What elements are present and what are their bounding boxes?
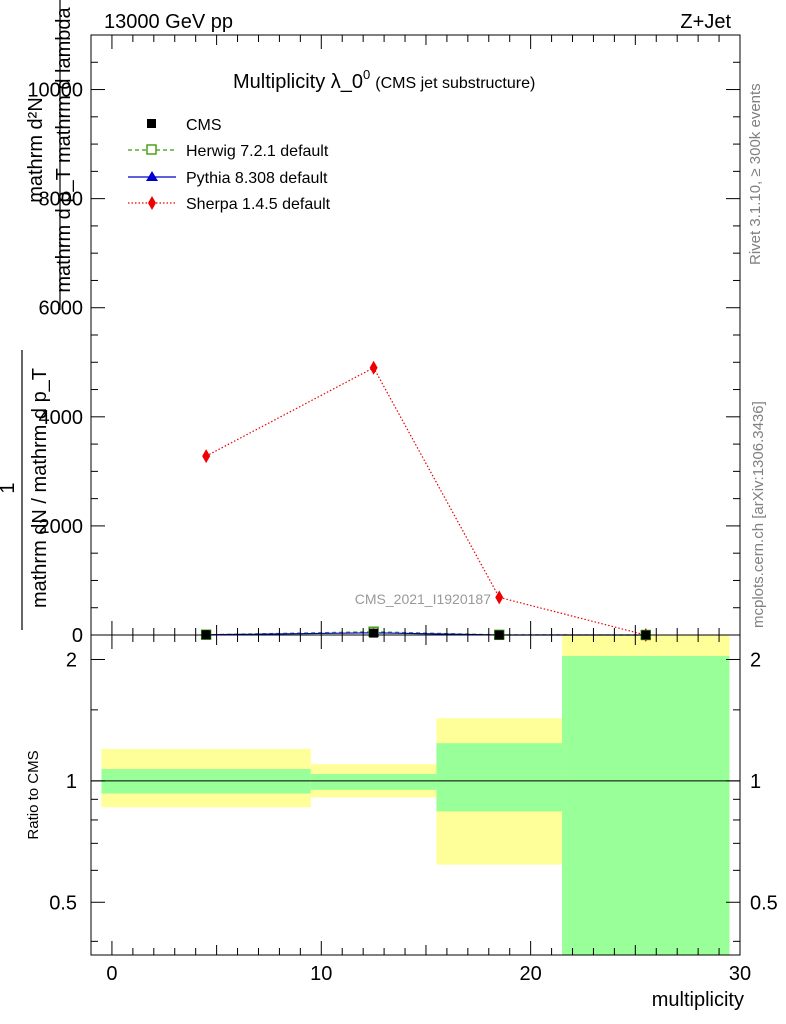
legend: CMS Herwig 7.2.1 default Pythia 8.308 de… xyxy=(128,117,331,213)
ratio-y-tick-label-2: 2 xyxy=(66,649,77,671)
ratio-band-inner-3 xyxy=(562,656,730,955)
ratio-band-inner-1 xyxy=(310,774,437,790)
legend-herwig-marker xyxy=(146,144,157,155)
mcplots-label: mcplots.cern.ch [arXiv:1306.3436] xyxy=(750,401,767,628)
ratio-band-inner-2 xyxy=(436,743,563,812)
x-tick-label-3: 30 xyxy=(729,963,751,985)
axes: 0 2000 4000 6000 8000 10000 0 10 20 30 0.5 0.5 1 1 2 2 xyxy=(27,35,778,985)
plot-title-sub: (CMS jet substructure) xyxy=(375,75,535,92)
ratio-y-tick-label-1: 1 xyxy=(66,771,77,793)
header-process: Z+Jet xyxy=(680,11,731,33)
legend-pythia-marker xyxy=(146,171,158,181)
legend-herwig-label: Herwig 7.2.1 default xyxy=(186,143,329,160)
y-label-numerator: mathrm d²N xyxy=(25,97,47,203)
legend-sherpa-label: Sherpa 1.4.5 default xyxy=(186,196,331,213)
legend-sherpa-marker xyxy=(148,196,156,210)
main-y-tick-label-1: 2000 xyxy=(39,516,84,538)
ratio-plot-frame xyxy=(90,634,741,956)
main-y-tick-label-4: 8000 xyxy=(39,189,84,211)
main-y-tick-label-0: 0 xyxy=(72,625,83,647)
analysis-watermark: CMS_2021_I1920187 xyxy=(355,591,491,607)
x-tick-label-2: 20 xyxy=(520,963,542,985)
header-energy: 13000 GeV pp xyxy=(104,11,233,33)
ratio-bands xyxy=(91,635,740,955)
main-y-axis-label: mathrm d²N mathrm d p_T mathrm d lambda … xyxy=(0,0,75,630)
plot-title: Multiplicity λ_00 (CMS jet substructure) xyxy=(233,67,535,93)
x-axis-label: multiplicity xyxy=(652,989,744,1011)
ratio-y-tick-label-0: 0.5 xyxy=(49,892,77,914)
ratio-y-tick-label-right-1: 1 xyxy=(750,771,761,793)
series-line-3 xyxy=(205,366,646,636)
main-y-tick-label-2: 4000 xyxy=(39,407,84,429)
rivet-label: Rivet 3.1.10, ≥ 300k events xyxy=(747,83,764,265)
x-tick-label-1: 10 xyxy=(310,963,332,985)
ratio-y-tick-label-right-2: 2 xyxy=(750,649,761,671)
series-3-point-1 xyxy=(369,360,378,375)
legend-cms-marker xyxy=(147,119,156,128)
y-label-numerator-sub: mathrm d p_T mathrm d lambda xyxy=(53,6,75,292)
y-label-denominator: mathrm dN / mathrm d p_T xyxy=(29,368,51,608)
legend-cms-label: CMS xyxy=(186,117,222,134)
series-3-point-0 xyxy=(202,449,211,464)
main-y-tick-label-5: 10000 xyxy=(27,80,83,102)
legend-pythia-label: Pythia 8.308 default xyxy=(186,170,328,187)
x-tick-label-0: 0 xyxy=(106,963,117,985)
ratio-y-axis-label: Ratio to CMS xyxy=(25,750,42,839)
plot-title-main: Multiplicity λ_0 xyxy=(233,71,363,93)
series-0-point-1 xyxy=(369,628,379,638)
y-label-one: 1 xyxy=(0,482,19,493)
plot-title-sup: 0 xyxy=(363,67,370,82)
main-y-tick-label-3: 6000 xyxy=(39,298,84,320)
series-3-point-2 xyxy=(495,590,504,605)
ratio-y-tick-label-right-0: 0.5 xyxy=(750,892,778,914)
